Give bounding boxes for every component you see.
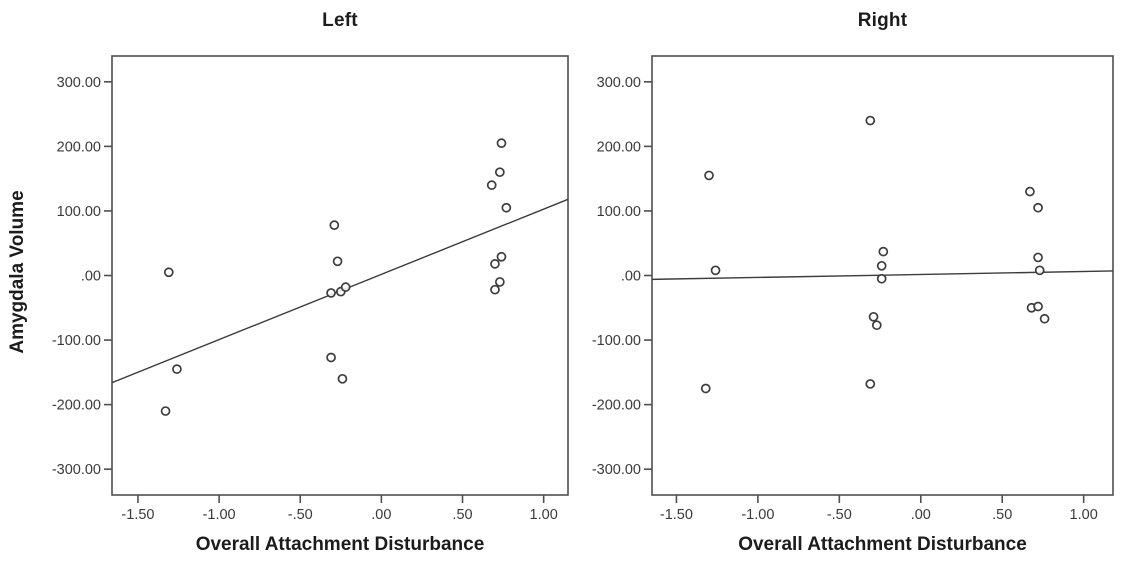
- x-axis-label-right: Overall Attachment Disturbance: [738, 534, 1027, 555]
- x-tick-label: 1.00: [530, 507, 558, 523]
- y-tick-label: 100.00: [597, 204, 641, 220]
- data-point: [878, 246, 889, 257]
- x-tick-label: .50: [452, 507, 472, 523]
- data-point: [704, 170, 714, 181]
- data-point: [501, 202, 512, 213]
- data-point: [876, 273, 887, 284]
- data-point: [490, 284, 500, 295]
- data-point: [1033, 202, 1043, 213]
- x-tick-label: -1.00: [203, 507, 236, 523]
- data-point: [710, 265, 721, 276]
- x-tick-label: .00: [371, 507, 391, 523]
- left-plot-title: Left: [322, 10, 358, 31]
- y-tick-label: -200.00: [52, 398, 101, 414]
- data-point: [865, 379, 876, 389]
- x-tick-label: .50: [992, 507, 1012, 523]
- data-point: [490, 259, 500, 269]
- data-point: [700, 383, 711, 394]
- x-axis-label-left: Overall Attachment Disturbance: [195, 534, 485, 555]
- data-point: [329, 220, 340, 230]
- y-tick-label: 200.00: [597, 139, 641, 155]
- data-point: [326, 352, 336, 363]
- data-point: [332, 256, 343, 267]
- x-tick-label: -1.50: [121, 507, 154, 523]
- right-plot-title: Right: [857, 10, 908, 31]
- data-point: [340, 282, 351, 292]
- data-point: [1033, 301, 1043, 312]
- data-point: [871, 320, 882, 331]
- y-tick-label: -200.00: [592, 398, 641, 414]
- data-point: [494, 167, 505, 178]
- data-point: [1034, 265, 1045, 276]
- y-tick-label: 200.00: [57, 139, 101, 155]
- y-tick-label: 100.00: [57, 204, 101, 220]
- data-point: [163, 267, 174, 278]
- data-point: [876, 260, 887, 271]
- data-point: [172, 364, 182, 374]
- y-tick-label: 300.00: [597, 75, 641, 91]
- x-tick-label: -1.50: [660, 507, 693, 523]
- data-point: [1033, 252, 1043, 263]
- y-tick-label: -100.00: [52, 333, 101, 349]
- y-tick-label: -300.00: [592, 462, 641, 478]
- data-point: [160, 406, 171, 416]
- data-point: [865, 115, 876, 126]
- data-point: [868, 311, 879, 322]
- data-point: [494, 277, 505, 287]
- y-tick-label: .00: [621, 269, 641, 285]
- data-point: [1039, 313, 1050, 324]
- x-tick-label: 1.00: [1070, 507, 1098, 523]
- data-point: [326, 288, 336, 298]
- x-tick-label: -.50: [827, 507, 852, 523]
- x-tick-label: -1.00: [741, 507, 774, 523]
- data-point: [337, 373, 348, 384]
- y-tick-label: 300.00: [57, 75, 101, 91]
- data-point: [496, 251, 507, 262]
- y-tick-label: .00: [81, 269, 101, 285]
- y-tick-label: -300.00: [52, 462, 101, 478]
- x-tick-label: .00: [911, 507, 931, 523]
- y-tick-label: -100.00: [592, 333, 641, 349]
- data-point: [496, 138, 507, 149]
- x-tick-label: -.50: [288, 507, 313, 523]
- data-point: [1025, 186, 1035, 197]
- plot-box: [111, 55, 569, 496]
- data-point: [486, 180, 497, 190]
